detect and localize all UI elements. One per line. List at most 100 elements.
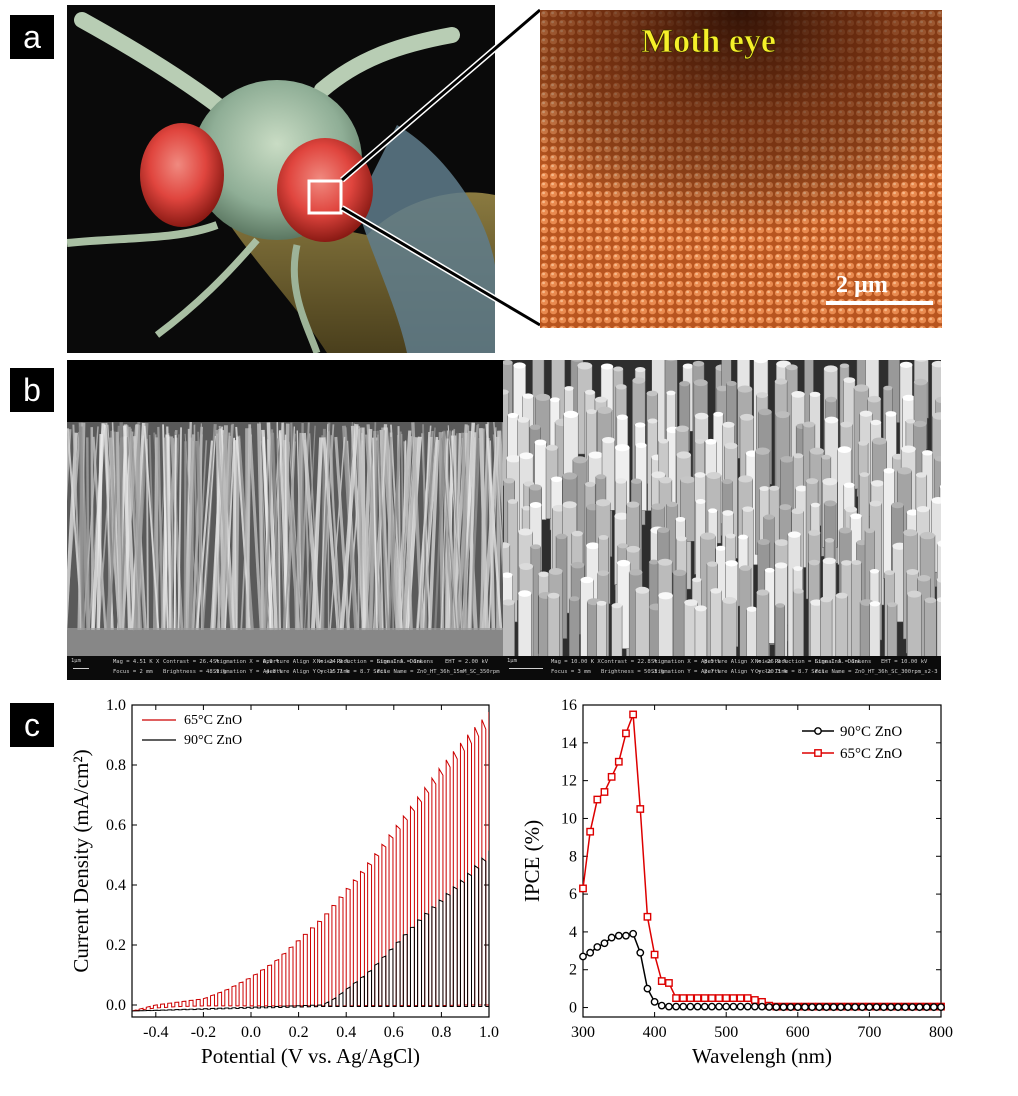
ipce-point — [657, 1001, 666, 1010]
ipce-point — [736, 1002, 745, 1011]
ipce-point — [607, 933, 616, 942]
ipce-ytick-label: 16 — [561, 697, 577, 714]
moth-illustration — [67, 12, 495, 353]
ipce-point — [636, 948, 645, 957]
ipce-ytick-label: 0 — [569, 1000, 577, 1017]
sem-top-view: 1μm Mag = 10.00 K X Contrast = 22.8 % St… — [503, 360, 941, 680]
jv-ytick-label: 0.2 — [106, 937, 126, 954]
ipce-point — [622, 729, 630, 738]
ipce-plot-frame — [582, 704, 942, 1018]
ipce-point — [729, 994, 738, 1002]
zoom-region-marker — [307, 179, 343, 215]
jv-series-line-1 — [132, 850, 489, 1012]
ipce-ytick-label: 14 — [561, 735, 577, 752]
ipce-point — [929, 1003, 938, 1012]
ipce-point — [657, 977, 666, 985]
jv-ytick-label: 1.0 — [106, 697, 126, 714]
scale-bar — [826, 301, 933, 305]
ipce-point — [743, 1002, 752, 1011]
jv-xtick-label: -0.4 — [143, 1024, 168, 1041]
panel-label-a: a — [10, 15, 54, 59]
ipce-point — [922, 1003, 931, 1012]
ipce-point — [894, 1003, 902, 1012]
ipce-point — [593, 795, 602, 804]
ipce-point — [679, 994, 688, 1002]
sem-info-bar-left: 1μm Mag = 4.51 K X Contrast = 26.4 % Sti… — [67, 656, 503, 680]
ipce-point — [851, 1003, 859, 1012]
jv-xtick-label: 0.6 — [384, 1024, 404, 1041]
ipce-legend-label-1: 65°C ZnO — [840, 746, 902, 762]
ipce-ytick-label: 6 — [569, 886, 577, 903]
ipce-xtick-label: 300 — [571, 1024, 595, 1041]
ipce-ytick-label: 12 — [561, 773, 577, 790]
jv-series-line-0 — [132, 712, 489, 1012]
ipce-point — [786, 1003, 795, 1012]
ipce-ytick-label: 8 — [569, 848, 577, 865]
ipce-point — [844, 1003, 852, 1012]
ipce-ytick-label: 4 — [569, 924, 577, 941]
ipce-point — [715, 1002, 723, 1011]
zoom-connector-lines — [340, 7, 542, 328]
ipce-point — [707, 1002, 716, 1011]
ipce-point — [872, 1003, 881, 1012]
ipce-point — [586, 827, 595, 836]
sem-scale-right: 1μm — [507, 658, 517, 664]
ipce-point — [650, 997, 659, 1006]
ipce-point — [665, 979, 673, 987]
ipce-point — [829, 1003, 838, 1012]
ipce-point — [808, 1003, 817, 1012]
ipce-point — [772, 1003, 781, 1012]
ipce-point — [915, 1003, 924, 1012]
moth-photo — [67, 5, 495, 353]
ipce-point — [801, 1003, 809, 1012]
jv-xtick-label: 1.0 — [479, 1024, 499, 1041]
jv-xtick-label: 0.2 — [289, 1024, 309, 1041]
sem-info-bar-right: 1μm Mag = 10.00 K X Contrast = 22.8 % St… — [503, 656, 941, 680]
moth-eye-title: Moth eye — [641, 23, 776, 60]
ipce-point — [643, 912, 652, 921]
ipce-point — [743, 994, 752, 1002]
ipce-xtick-label: 700 — [857, 1024, 881, 1041]
ipce-point — [693, 994, 702, 1002]
jv-chopped-light-chart: -0.4 -0.2 0.0 0.2 0.4 0.6 0.8 1.0 0.0 0.2 0.4 0.6 0.… — [69, 697, 499, 1068]
ipce-xtick-label: 600 — [786, 1024, 810, 1041]
ipce-point — [700, 994, 709, 1002]
ipce-point — [865, 1003, 874, 1012]
ipce-point — [643, 984, 652, 993]
ipce-point — [822, 1003, 831, 1012]
ipce-point — [937, 1003, 945, 1012]
sem-cross-section: 1μm Mag = 4.51 K X Contrast = 26.4 % Sti… — [67, 360, 503, 680]
ipce-point — [693, 1002, 702, 1011]
ipce-point — [665, 1002, 673, 1011]
moth-eye-texture: Moth eye 2 µm — [540, 10, 942, 328]
jv-legend-label-0: 65°C ZnO — [184, 713, 242, 728]
ipce-point — [686, 994, 695, 1002]
ipce-point — [629, 929, 638, 938]
jv-xaxis-label: Potential (V vs. Ag/AgCl) — [201, 1044, 420, 1068]
ipce-point — [622, 931, 630, 940]
ipce-point — [886, 1003, 895, 1012]
ipce-point — [579, 952, 587, 961]
ipce-point — [858, 1003, 867, 1012]
ipce-legend-label-0: 90°C ZnO — [840, 724, 902, 740]
ipce-point — [736, 994, 745, 1002]
jv-ytick-label: 0.6 — [106, 817, 126, 834]
ipce-point — [758, 1002, 766, 1011]
ipce-point — [700, 1002, 709, 1011]
ipce-point — [672, 1002, 680, 1011]
ipce-point — [600, 788, 609, 796]
ipce-point — [836, 1003, 845, 1012]
ipce-point — [879, 1003, 888, 1012]
ipce-xaxis-label: Wavelengh (nm) — [692, 1044, 832, 1068]
ipce-point — [593, 943, 602, 951]
ipce-point — [793, 1003, 802, 1012]
jv-yaxis-label: Current Density (mA/cm²) — [69, 749, 93, 972]
panel-label-c: c — [10, 703, 54, 747]
ipce-point — [614, 757, 623, 766]
ipce-point — [815, 1003, 824, 1012]
jv-ytick-label: 0.0 — [106, 997, 126, 1014]
ipce-point — [908, 1003, 917, 1012]
ipce-xtick-label: 400 — [643, 1024, 667, 1041]
ipce-point — [750, 1002, 759, 1011]
jv-ytick-label: 0.4 — [106, 877, 126, 894]
